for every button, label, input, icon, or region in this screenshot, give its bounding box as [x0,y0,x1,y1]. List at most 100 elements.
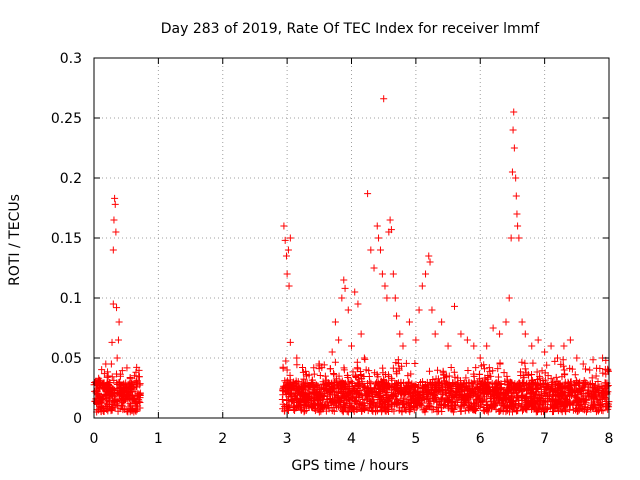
data-point [476,377,484,385]
data-point [355,381,363,389]
data-point [330,384,338,392]
data-point [279,364,287,372]
data-point [592,392,600,400]
data-point [526,396,534,404]
data-point [371,369,379,377]
data-point [424,395,432,403]
data-point [121,384,129,392]
data-point [513,210,521,218]
data-point [108,373,116,381]
data-point [403,383,411,391]
data-point [402,388,410,396]
data-point [358,401,366,409]
data-point [119,406,127,414]
grid-lines [94,58,609,418]
data-point [553,390,561,398]
data-point [454,394,462,402]
data-point [566,336,574,344]
data-point [321,372,329,380]
data-point [422,270,430,278]
data-point [423,378,431,386]
data-point [394,359,402,367]
data-point [481,374,489,382]
data-point [387,226,395,234]
data-point [477,362,485,370]
data-point [130,372,138,380]
data-point [338,294,346,302]
data-point [491,388,499,396]
data-point [456,404,464,412]
data-point [349,393,357,401]
data-point [572,393,580,401]
data-point [572,381,580,389]
data-point [420,394,428,402]
data-point [350,407,358,415]
data-point [373,222,381,230]
data-point [532,386,540,394]
data-point [374,373,382,381]
data-point [429,389,437,397]
data-point [438,318,446,326]
data-point [431,330,439,338]
data-point [110,216,118,224]
data-point [281,236,289,244]
data-point [339,408,347,416]
data-point [505,294,513,302]
data-point [456,390,464,398]
data-point [525,384,533,392]
data-point [408,395,416,403]
data-point [514,222,522,230]
data-point [107,360,115,368]
data-point [288,383,296,391]
data-point [555,380,563,388]
data-point [280,382,288,390]
data-point [425,367,433,375]
data-point [512,401,520,409]
data-point [562,398,570,406]
data-point [548,396,556,404]
data-point [506,378,514,386]
data-point [376,246,384,254]
data-point [127,380,135,388]
data-point [509,389,517,397]
y-axis-label: ROTI / TECUs [7,194,23,286]
data-point [521,330,529,338]
data-point [436,379,444,387]
data-point [358,407,366,415]
data-point [124,408,132,416]
data-point [483,342,491,350]
data-point [432,375,440,383]
data-point [551,381,559,389]
data-point [328,397,336,405]
data-point [370,264,378,272]
data-point [569,401,577,409]
data-point [521,365,529,373]
data-point [434,404,442,412]
data-point [100,407,108,415]
data-point [131,406,139,414]
data-point [478,398,486,406]
data-point [476,371,484,379]
data-point [531,390,539,398]
data-point [560,403,568,411]
data-point [472,405,480,413]
data-point [133,377,141,385]
data-point [315,390,323,398]
data-point [558,373,566,381]
data-point [463,394,471,402]
data-point [404,372,412,380]
data-point [404,399,412,407]
y-tick-label: 0.3 [60,51,82,67]
data-point [391,385,399,393]
data-point [314,406,322,414]
data-point [103,373,111,381]
x-tick-label: 5 [411,431,420,447]
data-point [354,385,362,393]
data-point [403,395,411,403]
data-point [522,395,530,403]
data-point [429,376,437,384]
data-point [316,399,324,407]
data-point [512,192,520,200]
data-point [102,402,110,410]
data-point [578,395,586,403]
